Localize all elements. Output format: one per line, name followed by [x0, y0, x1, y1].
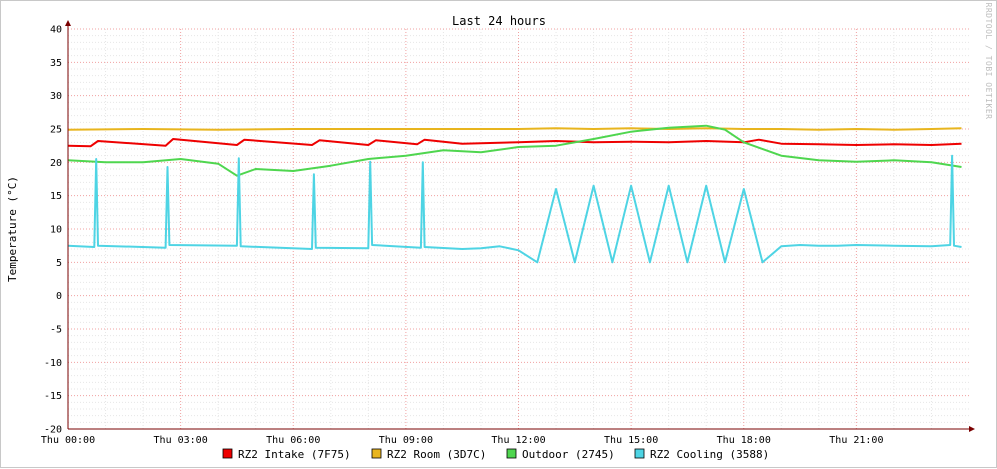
y-axis-label: Temperature (°C) — [6, 176, 19, 282]
y-tick-label: 0 — [56, 291, 62, 302]
series-line-0 — [67, 138, 962, 148]
y-tick-label: 30 — [50, 91, 62, 102]
y-tick-label: 5 — [56, 258, 62, 269]
legend-swatch — [506, 448, 517, 459]
legend-label: RZ2 Cooling (3588) — [650, 448, 769, 461]
legend-swatch — [371, 448, 382, 459]
y-tick-label: 20 — [50, 158, 62, 169]
y-tick-label: 10 — [50, 225, 62, 236]
x-tick-label: Thu 15:00 — [604, 435, 658, 446]
y-tick-label: 35 — [50, 58, 62, 69]
legend-label: RZ2 Intake (7F75) — [238, 448, 351, 461]
minor-grid — [68, 29, 969, 429]
x-tick-label: Thu 09:00 — [379, 435, 433, 446]
legend-swatch — [222, 448, 233, 459]
y-tick-label: -5 — [50, 325, 62, 336]
plot-lines — [67, 124, 962, 264]
y-tick-labels: 40 35 30 25 20 15 10 5 0 -5 -10 -15 -20 — [44, 25, 62, 436]
y-tick-label: -15 — [44, 391, 62, 402]
series-line-3 — [67, 154, 962, 264]
y-tick-label: -10 — [44, 358, 62, 369]
x-tick-label: Thu 00:00 — [41, 435, 95, 446]
legend-swatch — [634, 448, 645, 459]
legend: RZ2 Intake (7F75) RZ2 Room (3D7C) Outdoor … — [222, 448, 769, 461]
legend-label: Outdoor (2745) — [522, 448, 615, 461]
series-line-1 — [67, 127, 962, 131]
x-tick-label: Thu 18:00 — [717, 435, 771, 446]
x-tick-label: Thu 03:00 — [154, 435, 208, 446]
axes — [65, 20, 975, 432]
x-tick-labels: Thu 00:00 Thu 03:00 Thu 06:00 Thu 09:00 Thu … — [41, 435, 884, 446]
x-tick-label: Thu 12:00 — [491, 435, 545, 446]
major-grid — [67, 28, 969, 430]
chart-title: Last 24 hours — [452, 14, 546, 28]
x-axis-arrow — [969, 426, 975, 432]
legend-label: RZ2 Room (3D7C) — [387, 448, 486, 461]
rrdtool-watermark: RRDTOOL / TOBI OETIKER — [984, 3, 993, 120]
y-tick-label: -20 — [44, 425, 62, 436]
x-tick-label: Thu 21:00 — [829, 435, 883, 446]
y-axis-arrow — [65, 20, 71, 26]
y-tick-label: 15 — [50, 191, 62, 202]
x-tick-label: Thu 06:00 — [266, 435, 320, 446]
y-tick-label: 25 — [50, 125, 62, 136]
series-line-2 — [67, 124, 962, 177]
y-tick-label: 40 — [50, 25, 62, 36]
